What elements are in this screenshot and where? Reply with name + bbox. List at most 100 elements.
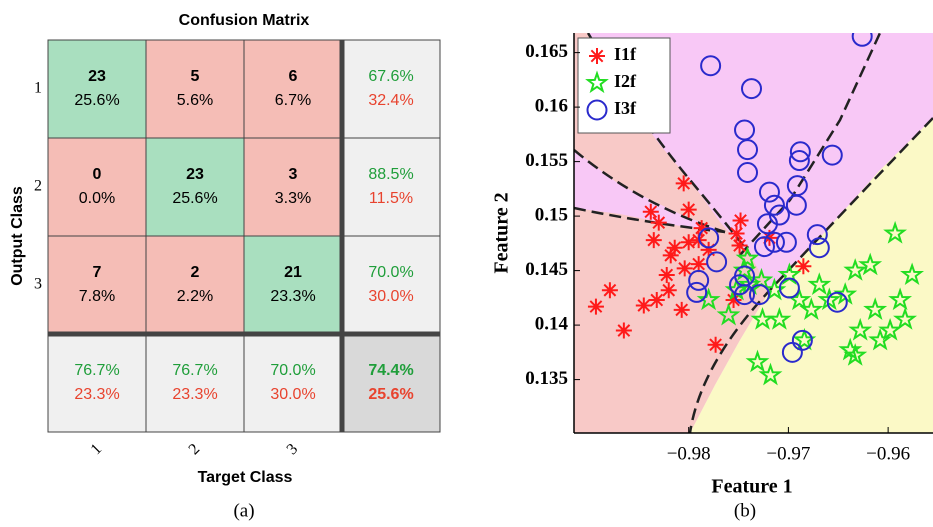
cm-cell (47, 235, 147, 335)
point (788, 150, 810, 172)
y-tick-label: 0.14 (535, 313, 569, 334)
point (642, 203, 659, 220)
point (806, 224, 828, 246)
cm-cell (47, 39, 147, 139)
point (725, 292, 742, 309)
point (645, 232, 662, 249)
point (758, 181, 780, 203)
point (696, 287, 721, 311)
cm-ylabel: Output Class (9, 186, 26, 286)
cm-summary-error: 23.3% (74, 386, 119, 403)
point (706, 251, 728, 273)
point (753, 236, 775, 258)
cm-cell (145, 235, 245, 335)
legend-marker (585, 70, 609, 94)
cm-cell (243, 235, 343, 335)
point (748, 284, 770, 306)
point (878, 317, 903, 341)
point (838, 337, 863, 361)
point (763, 194, 785, 216)
cm-count: 23 (88, 68, 106, 85)
point (785, 194, 807, 216)
cm-summary-cell (243, 333, 343, 433)
point (666, 239, 683, 256)
legend-marker (586, 99, 608, 121)
cm-percent: 25.6% (74, 92, 119, 109)
point (734, 119, 756, 141)
point (858, 252, 883, 276)
point (731, 237, 748, 254)
cm-summary-cell (341, 39, 441, 139)
point (737, 272, 762, 295)
y-tick-label: 0.165 (525, 41, 568, 62)
cm-row-label: 3 (34, 276, 42, 293)
point (662, 247, 679, 264)
cm-summary-correct: 74.4% (368, 362, 413, 379)
point (843, 343, 868, 366)
point (680, 234, 697, 251)
cm-row-label: 2 (34, 178, 42, 195)
cm-count: 6 (289, 68, 298, 85)
y-tick-label: 0.145 (525, 259, 568, 280)
point (707, 336, 724, 353)
point (680, 201, 697, 218)
point (735, 246, 760, 269)
cm-summary-correct: 70.0% (368, 264, 413, 281)
cm-col-label: 2 (186, 441, 204, 459)
cm-count: 3 (289, 166, 298, 183)
cm-cell (145, 39, 245, 139)
cm-cell (243, 39, 343, 139)
point (675, 175, 692, 192)
point (648, 292, 665, 309)
point (676, 260, 693, 277)
point (758, 362, 783, 386)
y-tick-label: 0.135 (525, 368, 568, 389)
cm-percent: 7.8% (79, 288, 115, 305)
cm-row-label: 1 (34, 80, 42, 97)
cm-count: 7 (93, 264, 102, 281)
cm-count: 23 (186, 166, 204, 183)
cm-percent: 6.7% (275, 92, 311, 109)
region-i3f-band (574, 150, 725, 232)
y-tick-label: 0.15 (535, 204, 568, 225)
point (716, 302, 741, 326)
y-axis-label: Feature 2 (491, 192, 513, 273)
legend: I1f I2f I3f (577, 37, 671, 134)
point (750, 307, 775, 330)
point (789, 141, 811, 163)
point (693, 220, 710, 237)
point (650, 214, 667, 231)
caption: (a) (233, 500, 254, 521)
point (734, 284, 756, 306)
cm-count: 0 (93, 166, 102, 183)
x-tick-label: −0.96 (866, 443, 910, 464)
boundary (688, 117, 933, 433)
point (756, 213, 778, 235)
cm-summary-cell (47, 333, 147, 433)
point (741, 78, 763, 100)
cm-percent: 25.6% (172, 190, 217, 207)
point (601, 282, 618, 299)
caption: (b) (734, 500, 756, 521)
cm-summary-correct: 88.5% (368, 166, 413, 183)
cm-summary-error: 11.5% (369, 190, 413, 207)
x-axis-label: Feature 1 (711, 476, 792, 498)
cm-summary-error: 30.0% (270, 386, 315, 403)
y-tick-label: 0.16 (535, 95, 568, 116)
point (686, 281, 708, 303)
cm-summary-correct: 76.7% (172, 362, 217, 379)
point (688, 269, 710, 291)
scatter-panel: Feature 1 Feature 2 (b) I1f I2f I3f −0.98 −… (491, 33, 933, 521)
cm-summary-cell (341, 333, 441, 433)
point (737, 139, 759, 161)
point (826, 291, 848, 313)
point (737, 162, 759, 184)
point (690, 256, 707, 273)
cm-percent: 23.3% (270, 288, 315, 305)
confusion-matrix-panel: Confusion Matrix Target Class Output Cla… (9, 12, 441, 521)
cm-summary-cell (341, 137, 441, 237)
point (673, 301, 690, 318)
point (658, 266, 675, 283)
point (660, 282, 677, 299)
